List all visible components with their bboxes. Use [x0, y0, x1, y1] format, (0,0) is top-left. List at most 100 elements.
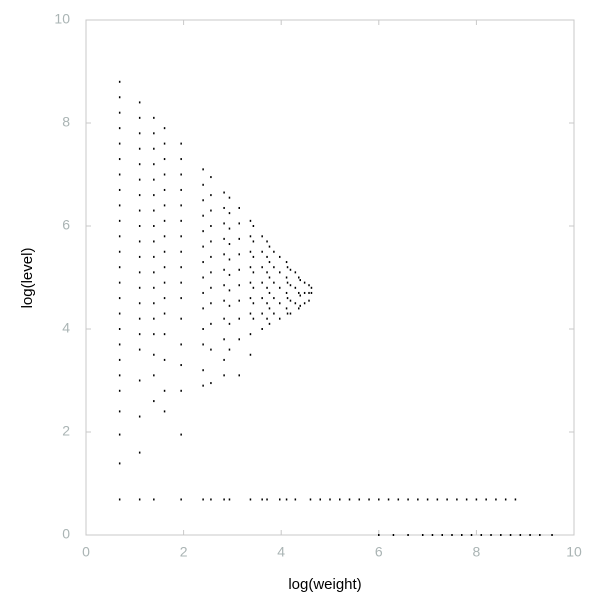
point	[308, 291, 310, 294]
point	[118, 250, 121, 253]
point	[210, 255, 212, 258]
point	[153, 225, 155, 227]
point	[289, 299, 292, 302]
x-tick-label: 2	[180, 544, 188, 560]
point	[118, 173, 121, 176]
point	[266, 286, 268, 289]
point	[268, 307, 271, 310]
point	[266, 317, 268, 320]
point	[273, 297, 275, 300]
point	[223, 338, 225, 341]
point	[509, 534, 512, 536]
point	[138, 255, 141, 258]
point	[118, 462, 121, 465]
point	[118, 96, 121, 99]
point	[153, 240, 155, 243]
x-tick-label: 8	[473, 544, 481, 560]
point	[485, 498, 487, 501]
point	[163, 297, 166, 300]
point	[286, 266, 289, 269]
point	[118, 374, 121, 377]
point	[266, 255, 268, 258]
point	[249, 498, 252, 501]
point	[210, 225, 212, 227]
point	[180, 219, 182, 222]
y-tick-label: 0	[62, 526, 70, 542]
point	[210, 176, 212, 179]
point	[118, 80, 121, 83]
point	[268, 276, 271, 279]
point	[228, 289, 231, 292]
point	[238, 374, 240, 377]
point	[319, 498, 321, 501]
point	[261, 250, 263, 253]
point	[163, 266, 166, 269]
point	[456, 498, 458, 501]
y-tick-label: 2	[62, 423, 70, 439]
point	[202, 307, 204, 310]
point	[308, 299, 310, 302]
point	[249, 250, 252, 253]
point	[261, 297, 263, 300]
point	[339, 498, 341, 501]
point	[268, 322, 271, 325]
point	[118, 389, 121, 392]
point	[138, 302, 141, 305]
point	[397, 498, 400, 501]
point	[310, 286, 313, 289]
point	[180, 173, 182, 176]
point	[500, 534, 502, 536]
point	[138, 498, 141, 501]
point	[202, 245, 204, 248]
point	[289, 268, 292, 271]
point	[249, 353, 252, 356]
point	[163, 281, 166, 284]
point	[286, 312, 289, 315]
point	[163, 389, 166, 392]
point	[210, 498, 212, 501]
plot-frame	[85, 19, 575, 536]
point	[153, 178, 155, 181]
point	[407, 534, 409, 536]
x-tick-label: 6	[375, 544, 383, 560]
point	[278, 498, 281, 501]
point	[249, 235, 252, 238]
point	[202, 384, 204, 387]
point	[285, 498, 288, 501]
point	[223, 498, 225, 501]
point	[138, 317, 141, 320]
point	[223, 206, 225, 209]
point	[202, 261, 204, 264]
point	[180, 281, 182, 284]
point	[252, 317, 255, 320]
point	[490, 534, 492, 536]
point	[180, 389, 182, 392]
y-tick-label: 4	[62, 320, 70, 336]
point	[180, 250, 182, 253]
point	[266, 302, 268, 305]
point	[180, 498, 182, 501]
point	[153, 498, 155, 501]
point	[210, 382, 212, 385]
point	[210, 286, 212, 289]
point	[223, 284, 225, 287]
point	[273, 312, 275, 315]
point	[223, 268, 225, 271]
point	[118, 343, 121, 346]
point	[163, 410, 166, 413]
point	[163, 188, 166, 191]
point	[202, 230, 204, 233]
point	[223, 222, 225, 225]
point	[153, 374, 155, 377]
point	[451, 534, 453, 536]
point	[118, 266, 121, 269]
point	[180, 204, 182, 207]
point	[278, 302, 281, 305]
point	[153, 333, 155, 336]
point	[223, 299, 225, 302]
point	[223, 191, 225, 194]
point	[118, 328, 121, 330]
point	[278, 286, 281, 289]
point	[228, 273, 231, 276]
